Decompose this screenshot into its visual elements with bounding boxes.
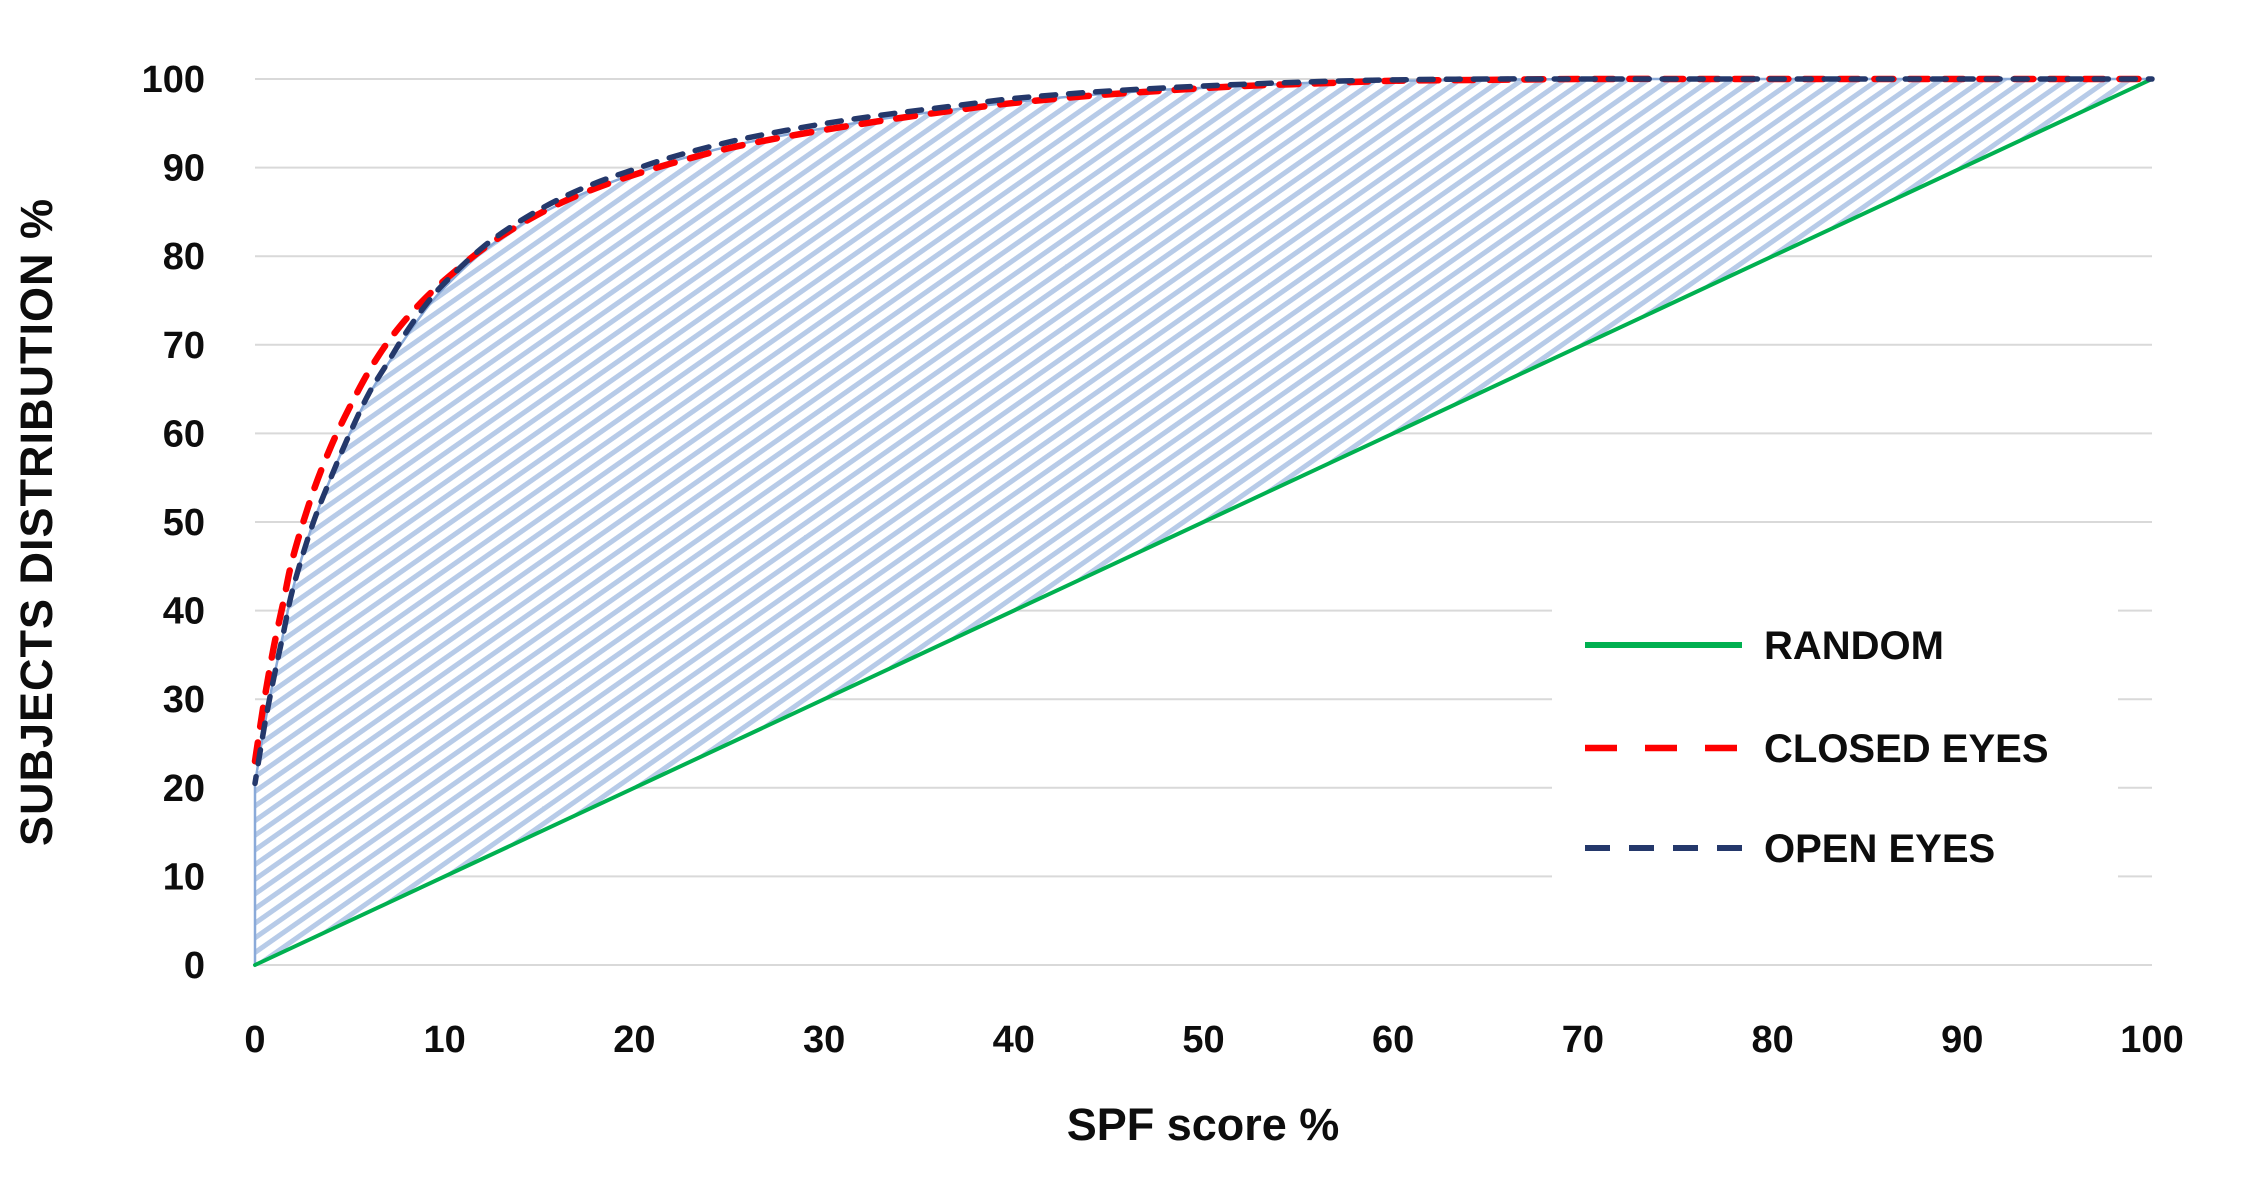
y-axis-title: SUBJECTS DISTRIBUTION % — [11, 198, 62, 846]
legend-entry-open-eyes: OPEN EYES — [1585, 827, 1995, 871]
legend-label-random: RANDOM — [1764, 624, 1944, 668]
x-axis-title: SPF score % — [1067, 1099, 1340, 1150]
y-tick-label-60: 60 — [163, 413, 205, 455]
legend: RANDOM CLOSED EYES OPEN EYES — [1552, 600, 2118, 908]
series-lines — [251, 75, 2156, 967]
y-tick-label-80: 80 — [163, 236, 205, 278]
x-tick-label-0: 0 — [244, 1019, 265, 1061]
x-tick-labels: 0 10 20 30 40 50 60 70 80 90 100 — [244, 1019, 2183, 1061]
series-open-eyes — [252, 76, 2155, 787]
legend-label-closed-eyes: CLOSED EYES — [1764, 727, 2049, 771]
x-tick-label-50: 50 — [1182, 1019, 1224, 1061]
y-tick-labels: 0 10 20 30 40 50 60 70 80 90 100 — [142, 59, 205, 987]
y-tick-label-90: 90 — [163, 148, 205, 190]
x-tick-label-40: 40 — [993, 1019, 1035, 1061]
y-tick-label-0: 0 — [184, 945, 205, 987]
x-tick-label-60: 60 — [1372, 1019, 1414, 1061]
y-tick-label-40: 40 — [163, 591, 205, 633]
legend-entry-closed-eyes: CLOSED EYES — [1585, 727, 2049, 771]
y-tick-label-70: 70 — [163, 325, 205, 367]
y-tick-label-100: 100 — [142, 59, 205, 101]
x-tick-label-90: 90 — [1941, 1019, 1983, 1061]
x-tick-label-80: 80 — [1751, 1019, 1793, 1061]
legend-entry-random: RANDOM — [1585, 624, 1944, 668]
x-tick-label-70: 70 — [1562, 1019, 1604, 1061]
x-tick-label-30: 30 — [803, 1019, 845, 1061]
y-tick-label-50: 50 — [163, 502, 205, 544]
legend-background — [1552, 600, 2118, 908]
x-tick-label-100: 100 — [2120, 1019, 2183, 1061]
y-tick-label-10: 10 — [163, 856, 205, 898]
y-tick-label-30: 30 — [163, 679, 205, 721]
legend-label-open-eyes: OPEN EYES — [1764, 827, 1995, 871]
series-random — [253, 77, 2154, 967]
x-tick-label-10: 10 — [424, 1019, 466, 1061]
y-tick-label-20: 20 — [163, 768, 205, 810]
series-closed-eyes — [251, 75, 2156, 765]
x-tick-label-20: 20 — [613, 1019, 655, 1061]
